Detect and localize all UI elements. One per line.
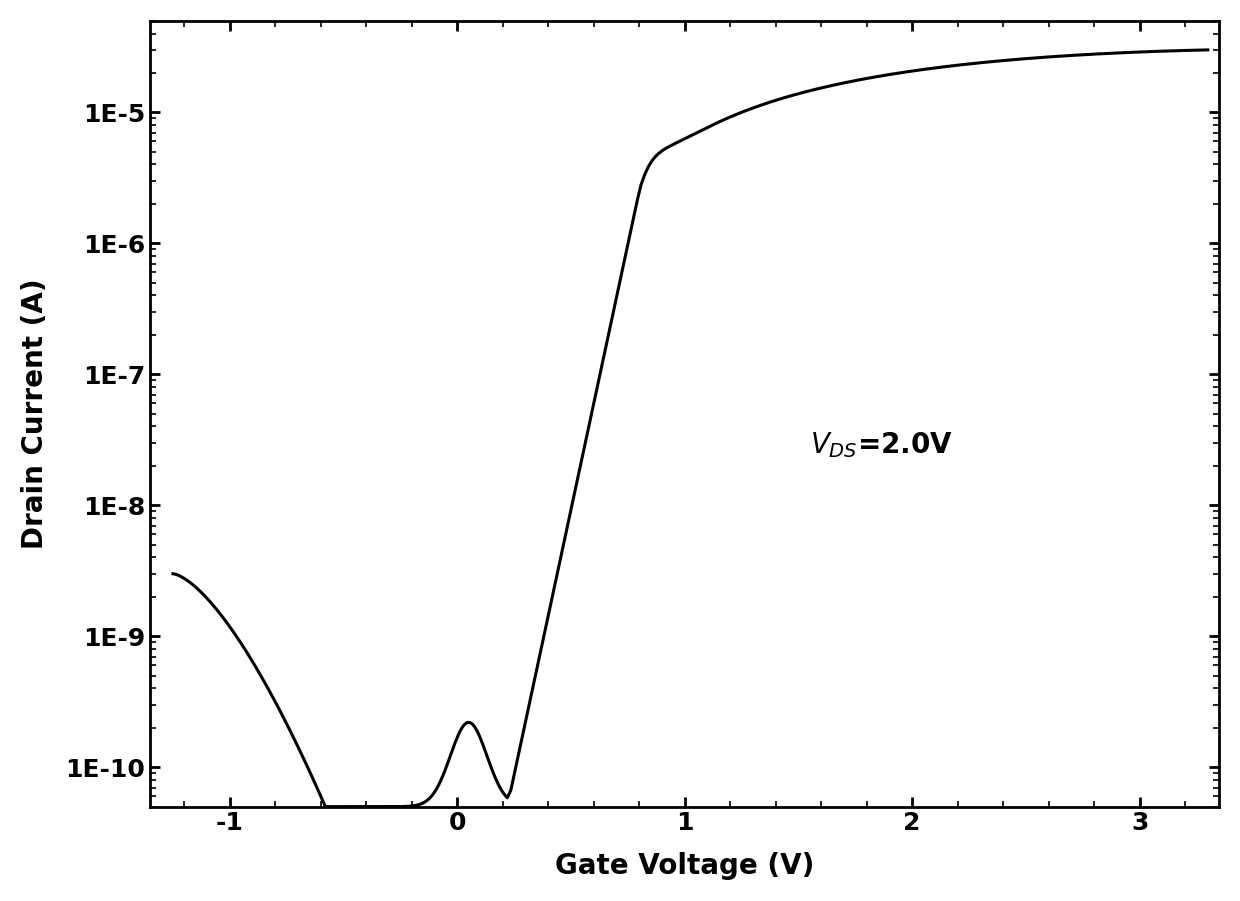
Y-axis label: Drain Current (A): Drain Current (A): [21, 278, 48, 549]
X-axis label: Gate Voltage (V): Gate Voltage (V): [556, 852, 815, 880]
Text: $V_{DS}$=2.0V: $V_{DS}$=2.0V: [810, 430, 952, 460]
